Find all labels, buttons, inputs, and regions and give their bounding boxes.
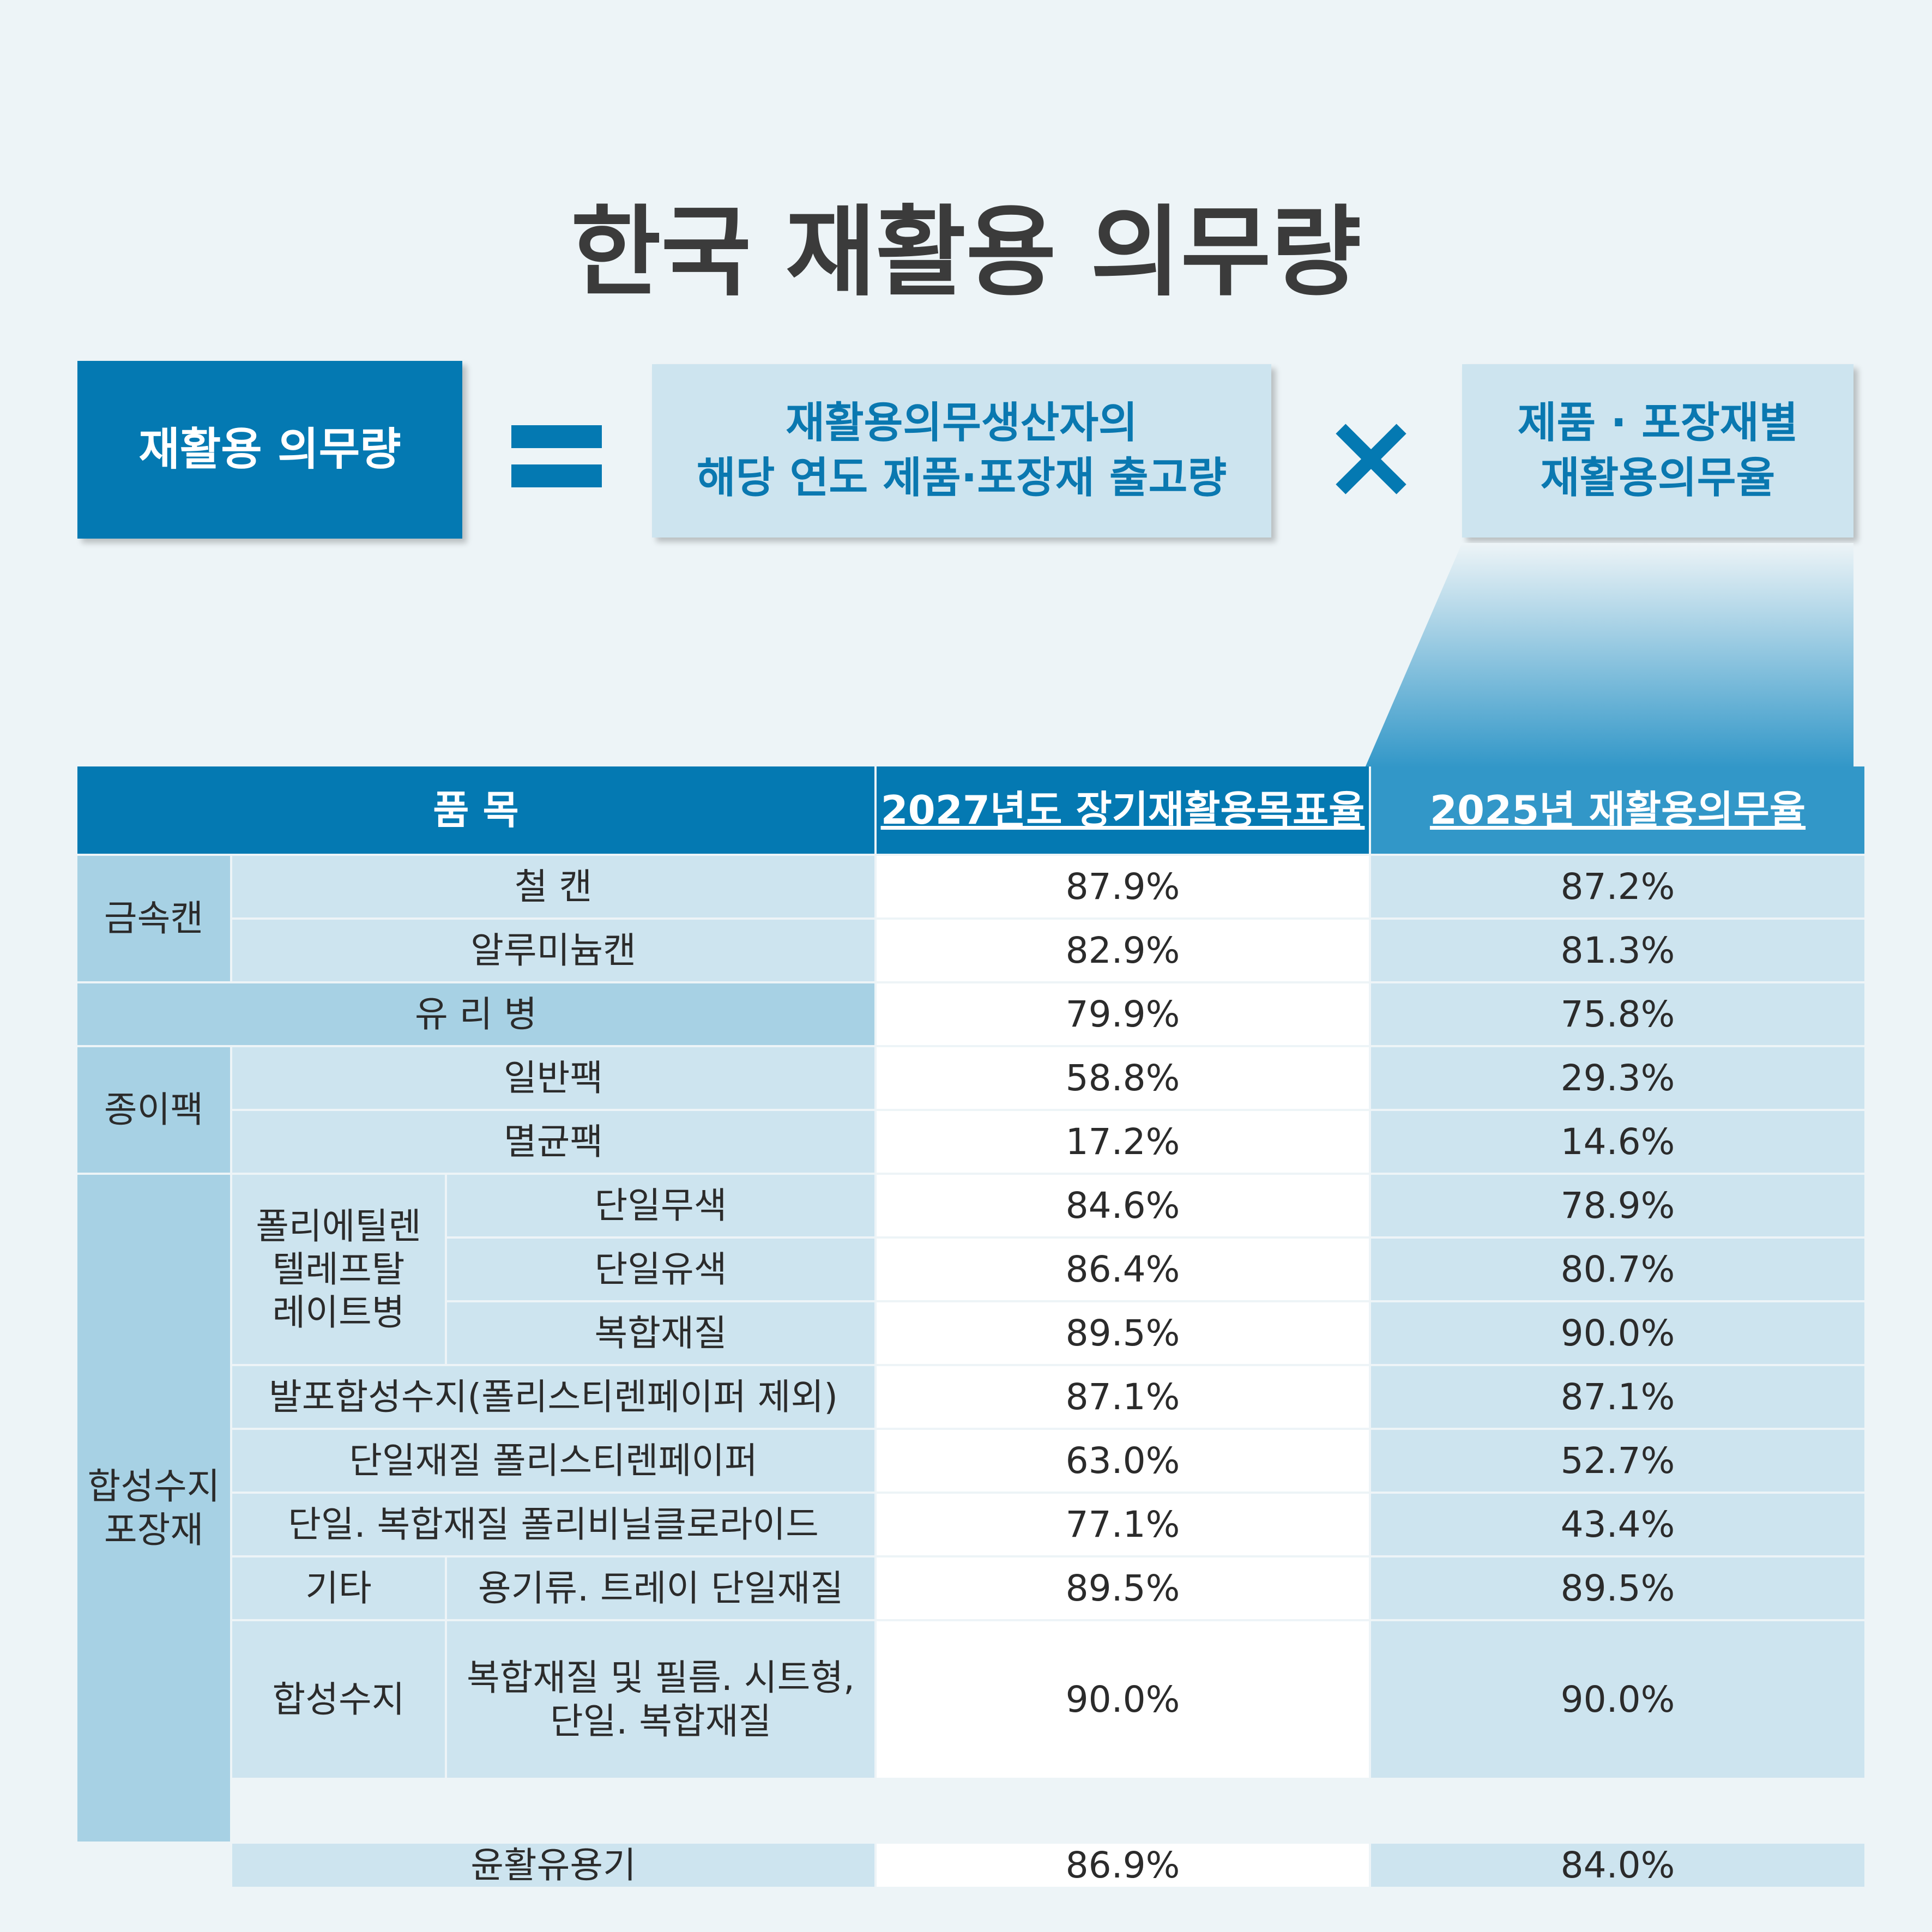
callout-gradient-shape [1365, 543, 1853, 768]
value-2025: 81.3% [1371, 920, 1864, 981]
obligation-amount-label: 재활용 의무량 [138, 423, 401, 475]
value-2027: 17.2% [877, 1111, 1369, 1173]
value-2027: 58.8% [877, 1047, 1369, 1109]
obligation-rate-line1: 제품 · 포장재별 [1517, 398, 1798, 448]
value-2025: 90.0% [1371, 1621, 1864, 1778]
header-item: 품 목 [77, 766, 874, 854]
shipment-amount-box: 재활용의무생산자의 해당 연도 제품·포장재 출고량 [652, 364, 1271, 538]
value-2025: 89.5% [1371, 1557, 1864, 1619]
group-paper-pack: 종이팩 [77, 1047, 230, 1173]
header-rate-2025: 2025년 재활용의무율 [1371, 766, 1864, 854]
page-title: 한국 재활용 의무량 [570, 196, 1362, 310]
group-pet-bottle-line3: 레이트병 [272, 1291, 405, 1334]
value-2027: 82.9% [877, 920, 1369, 981]
obligation-amount-box: 재활용 의무량 [77, 361, 462, 539]
obligation-rate-box: 제품 · 포장재별 재활용의무율 [1462, 364, 1853, 538]
row-label-pvc: 단일. 복합재질 폴리비닐클로라이드 [232, 1494, 874, 1555]
header-target-2027: 2027년도 장기재활용목표율 [877, 766, 1369, 854]
value-2027: 90.0% [877, 1621, 1369, 1778]
multiply-icon: × [1320, 385, 1422, 525]
row-label-polystyrene-paper: 단일재질 폴리스티렌페이퍼 [232, 1430, 874, 1492]
value-2025: 75.8% [1371, 983, 1864, 1045]
value-2025: 80.7% [1371, 1239, 1864, 1300]
value-2025: 43.4% [1371, 1494, 1864, 1555]
group-pet-bottle-line1: 폴리에틸렌 [256, 1205, 421, 1247]
equals-sign-bottom-bar [511, 464, 602, 487]
group-pet-bottle-line2: 텔레프탈 [272, 1248, 405, 1290]
group-synthetic-packaging-line2: 포장재 [104, 1508, 204, 1551]
value-2025: 14.6% [1371, 1111, 1864, 1173]
value-2027: 79.9% [877, 983, 1369, 1045]
group-other: 기타 [232, 1557, 445, 1619]
row-label-general-pack: 일반팩 [232, 1047, 874, 1109]
shipment-amount-line1: 재활용의무생산자의 [786, 398, 1138, 448]
row-label-sterile-pack: 멸균팩 [232, 1111, 874, 1173]
value-2025: 87.1% [1371, 1366, 1864, 1428]
value-2027: 77.1% [877, 1494, 1369, 1555]
value-2025: 29.3% [1371, 1047, 1864, 1109]
value-2025: 87.2% [1371, 856, 1864, 917]
row-label-steel-can: 철 캔 [232, 856, 874, 917]
value-2027: 86.9% [877, 1844, 1369, 1887]
row-label-containers-trays: 용기류. 트레이 단일재질 [447, 1557, 874, 1619]
row-label-glass-bottle: 유 리 병 [77, 983, 874, 1045]
row-label-single-colored: 단일유색 [447, 1239, 874, 1300]
value-2027: 86.4% [877, 1239, 1369, 1300]
row-label-single-colorless: 단일무색 [447, 1175, 874, 1236]
value-2025: 78.9% [1371, 1175, 1864, 1236]
group-synthetic-packaging-line1: 합성수지 [87, 1465, 220, 1508]
recycling-obligation-table: 품 목 2027년도 장기재활용목표율 2025년 재활용의무율 금속캔 철 캔… [77, 766, 1864, 1887]
row-label-composite-film-line2: 단일. 복합재질 [550, 1700, 772, 1742]
row-label-composite-film: 복합재질 및 필름. 시트형, 단일. 복합재질 [447, 1621, 874, 1778]
value-2027: 89.5% [877, 1302, 1369, 1364]
equals-sign-top-bar [511, 425, 602, 448]
group-metal-can: 금속캔 [77, 856, 230, 981]
group-synthetic-packaging: 합성수지 포장재 [77, 1175, 230, 1842]
value-2025: 90.0% [1371, 1302, 1864, 1364]
value-2025: 84.0% [1371, 1844, 1864, 1887]
value-2027: 87.1% [877, 1366, 1369, 1428]
row-label-aluminum-can: 알루미늄캔 [232, 920, 874, 981]
shipment-amount-line2: 해당 연도 제품·포장재 출고량 [696, 454, 1227, 503]
value-2027: 89.5% [877, 1557, 1369, 1619]
group-synthetic-resin: 합성수지 [232, 1621, 445, 1778]
value-2025: 52.7% [1371, 1430, 1864, 1492]
row-label-lubricant-container: 윤활유용기 [232, 1844, 874, 1887]
row-label-composite-film-line1: 복합재질 및 필름. 시트형, [466, 1657, 855, 1699]
group-pet-bottle: 폴리에틸렌 텔레프탈 레이트병 [232, 1175, 445, 1364]
row-label-composite: 복합재질 [447, 1302, 874, 1364]
row-label-foamed-resin: 발포합성수지(폴리스티렌페이퍼 제외) [232, 1366, 874, 1428]
value-2027: 87.9% [877, 856, 1369, 917]
value-2027: 84.6% [877, 1175, 1369, 1236]
value-2027: 63.0% [877, 1430, 1369, 1492]
obligation-rate-line2: 재활용의무율 [1540, 454, 1776, 503]
